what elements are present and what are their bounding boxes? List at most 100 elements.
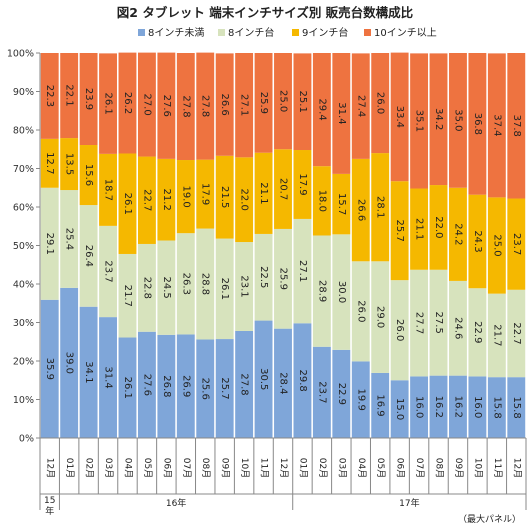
x-tick-label: 12月 [278,458,289,478]
data-label: 27.4 [355,95,366,117]
bar-segment [312,53,331,167]
bar-segment [157,240,176,335]
data-label: 16.2 [452,396,463,418]
legend-label: 8インチ台 [228,26,274,39]
data-label: 27.6 [141,374,152,396]
bar-segment [137,156,156,244]
bar-segment [176,53,195,161]
data-label: 26.6 [355,199,366,221]
data-label: 22.7 [511,322,522,344]
data-label: 25.9 [278,268,289,290]
data-label: 22.0 [433,216,444,238]
bar-segment [332,173,351,235]
bar-segment [40,299,59,438]
bar-segment [215,339,234,438]
bar-segment [274,149,292,229]
bar-segment [274,328,292,438]
bar-segment [293,218,312,324]
x-tick-label: 09月 [453,458,464,478]
x-tick-label: 01月 [297,458,308,478]
data-label: 30.0 [336,281,347,303]
bar-segment [449,375,467,438]
y-tick-label: 40% [13,280,34,291]
data-label: 26.1 [103,92,114,114]
bar-segment [487,197,506,294]
y-tick-label: 70% [13,164,34,175]
bar-segment [371,372,390,438]
bar-segment [40,138,59,188]
x-tick-label: 09月 [220,458,231,478]
data-label: 25.0 [491,234,502,256]
data-label: 39.0 [64,352,75,374]
bar-segment [429,269,448,376]
data-label: 27.7 [414,312,425,334]
bar-segment [487,377,506,438]
bar-segment [40,187,59,300]
data-label: 26.3 [180,273,191,295]
bar-segment [176,160,195,234]
bar-segment [79,205,98,307]
data-label: 25.0 [278,90,289,112]
bar-segment [196,339,215,438]
bar-segment [429,375,448,438]
data-label: 15.0 [394,398,405,420]
bar-segment [351,261,370,362]
data-label: 15.7 [336,193,347,215]
data-label: 27.0 [141,93,152,115]
bar-segment [60,190,79,288]
data-label: 26.0 [355,300,366,322]
data-label: 27.8 [180,95,191,117]
x-tick-label: 12月 [511,458,522,478]
bar-segment [371,153,390,262]
bar-segment [410,188,429,270]
data-label: 26.8 [161,375,172,397]
data-label: 17.9 [200,183,211,205]
bar-segment [351,361,370,438]
data-label: 27.1 [239,94,250,116]
data-label: 22.0 [239,189,250,211]
data-label: 23.7 [511,233,522,255]
bar-segment [274,53,292,150]
bar-segment [507,198,526,290]
data-label: 22.8 [141,277,152,299]
data-label: 26.6 [219,93,230,115]
x-tick-label: 12月 [45,458,56,478]
x-tick-label: 07月 [181,458,192,478]
data-label: 16.0 [414,396,425,418]
bar-segment [371,53,390,154]
bar-segment [254,320,273,438]
bar-segment [235,157,254,243]
data-label: 23.7 [103,260,114,282]
data-label: 23.9 [83,88,94,110]
data-label: 15.6 [83,164,94,186]
x-tick-label: 08月 [200,458,211,478]
data-label: 16.2 [433,396,444,418]
data-label: 26.2 [122,92,133,114]
data-label: 24.5 [161,277,172,299]
bar-segment [99,53,117,154]
bar-segment [235,242,254,331]
data-label: 28.9 [316,280,327,302]
y-axis: 0% 10% 20% 30% 40% 50% 60% 70% 80% 90% 100% [7,49,41,445]
bar-segment [351,158,370,262]
bar-segment [157,334,176,438]
y-tick-label: 80% [13,126,34,137]
bar-segment [468,288,487,377]
bar-segment [118,337,137,438]
data-label: 16.9 [375,394,386,416]
data-label: 15.8 [511,396,522,418]
bar-segment [390,52,409,182]
year-label: 17年 [399,497,419,509]
legend-swatch [218,29,225,36]
data-label: 15.8 [491,396,502,418]
bar-segment [157,52,176,159]
bar-segment [60,287,79,438]
bar-segment [60,138,79,191]
data-label: 26.0 [394,319,405,341]
x-tick-label: 02月 [84,458,95,478]
bar-segment [410,376,429,438]
bar-segment [429,185,448,270]
x-tick-label: 05月 [142,458,153,478]
data-label: 27.5 [433,312,444,334]
